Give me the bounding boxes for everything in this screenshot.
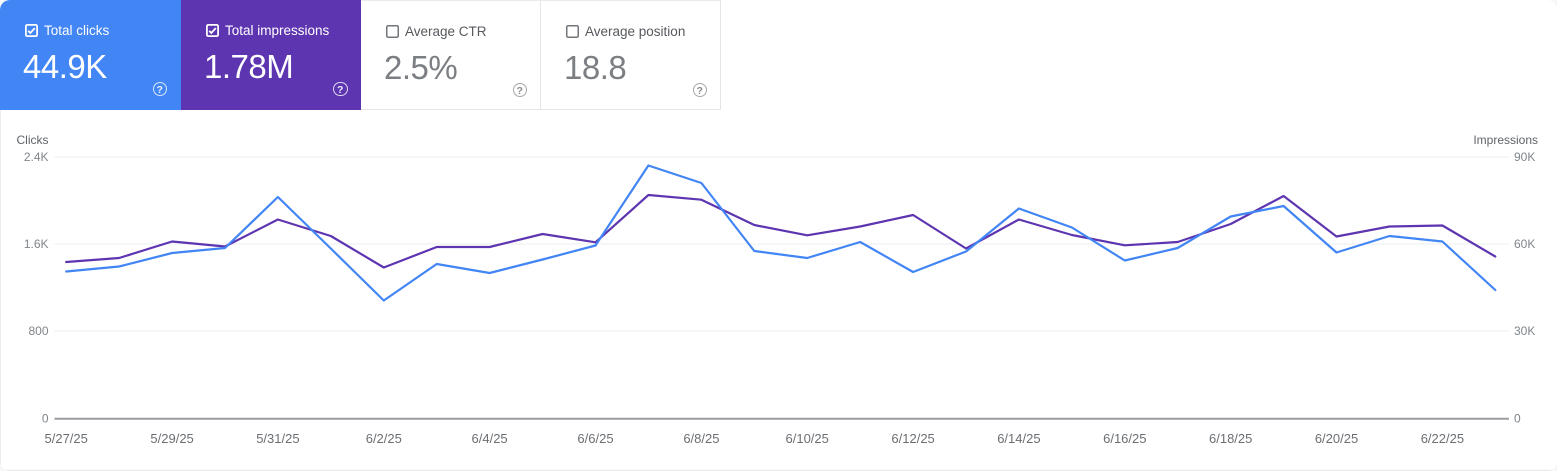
svg-text:6/2/25: 6/2/25 bbox=[366, 431, 402, 446]
svg-text:5/29/25: 5/29/25 bbox=[150, 431, 193, 446]
svg-text:6/12/25: 6/12/25 bbox=[891, 431, 934, 446]
svg-text:6/4/25: 6/4/25 bbox=[472, 431, 508, 446]
svg-text:0: 0 bbox=[1514, 412, 1521, 426]
svg-text:6/22/25: 6/22/25 bbox=[1421, 431, 1464, 446]
svg-text:800: 800 bbox=[28, 324, 48, 338]
svg-text:Impressions: Impressions bbox=[1473, 133, 1538, 147]
svg-text:2.4K: 2.4K bbox=[24, 150, 49, 164]
svg-text:30K: 30K bbox=[1514, 324, 1535, 338]
svg-text:6/6/25: 6/6/25 bbox=[577, 431, 613, 446]
svg-text:60K: 60K bbox=[1514, 237, 1535, 251]
svg-text:6/10/25: 6/10/25 bbox=[786, 431, 829, 446]
svg-text:90K: 90K bbox=[1514, 150, 1535, 164]
svg-text:5/27/25: 5/27/25 bbox=[45, 431, 88, 446]
svg-text:6/18/25: 6/18/25 bbox=[1209, 431, 1252, 446]
svg-text:5/31/25: 5/31/25 bbox=[256, 431, 299, 446]
svg-text:1.6K: 1.6K bbox=[24, 237, 49, 251]
svg-text:0: 0 bbox=[42, 412, 49, 426]
svg-text:6/8/25: 6/8/25 bbox=[683, 431, 719, 446]
svg-text:6/20/25: 6/20/25 bbox=[1315, 431, 1358, 446]
svg-text:Clicks: Clicks bbox=[17, 133, 49, 147]
svg-text:6/14/25: 6/14/25 bbox=[997, 431, 1040, 446]
svg-text:6/16/25: 6/16/25 bbox=[1103, 431, 1146, 446]
